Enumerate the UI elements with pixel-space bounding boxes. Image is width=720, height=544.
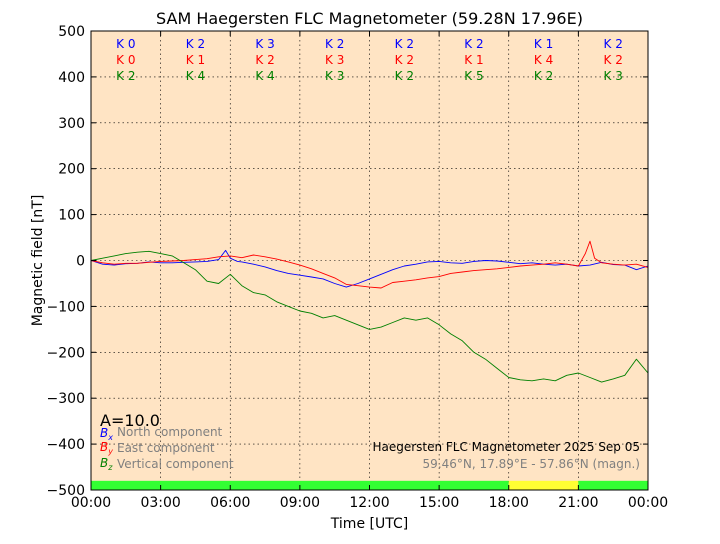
y-tick-label: −300 xyxy=(47,391,85,407)
y-tick-label: −500 xyxy=(47,483,85,499)
k-index-east: K 2 xyxy=(395,53,414,67)
x-tick-label: 00:00 xyxy=(71,495,111,511)
k-index-vertical: K 3 xyxy=(325,69,344,83)
k-index-vertical: K 4 xyxy=(255,69,274,83)
y-tick-label: 100 xyxy=(58,208,85,224)
series-layer xyxy=(90,240,649,383)
y-tick-label: −400 xyxy=(47,437,85,453)
legend-entry-vertical: Bz Vertical component xyxy=(100,456,234,472)
k-index-east: K 3 xyxy=(325,53,344,67)
coordinates-annotation: 59.46°N, 17.89°E - 57.86°N (magn.) xyxy=(423,457,640,471)
legend-label-vertical: Vertical component xyxy=(117,457,234,471)
k-index-north: K 2 xyxy=(186,37,205,51)
y-axis-label: Magnetic field [nT] xyxy=(30,195,46,327)
y-tick-label: 500 xyxy=(58,24,85,40)
tick-layer: −500 −400 −300 −200 −100 0 100 200 300 400 500 00:0… xyxy=(47,24,669,511)
legend-label-north: North component xyxy=(117,425,223,439)
k-index-vertical: K 2 xyxy=(395,69,414,83)
x-tick-label: 18:00 xyxy=(489,495,529,511)
x-axis-label: Time [UTC] xyxy=(330,516,408,532)
k-index-east: K 2 xyxy=(255,53,274,67)
k-index-vertical: K 2 xyxy=(534,69,553,83)
a-index-label: A=10.0 xyxy=(100,411,160,430)
k-index-north: K 2 xyxy=(395,37,414,51)
activity-segment xyxy=(578,480,648,490)
y-tick-label: 200 xyxy=(58,162,85,178)
x-tick-label: 00:00 xyxy=(628,495,668,511)
x-tick-label: 21:00 xyxy=(558,495,598,511)
x-tick-label: 06:00 xyxy=(210,495,250,511)
k-index-east: K 2 xyxy=(604,53,623,67)
k-index-vertical: K 5 xyxy=(464,69,483,83)
x-tick-label: 03:00 xyxy=(140,495,180,511)
k-index-vertical: K 3 xyxy=(604,69,623,83)
k-index-east: K 1 xyxy=(186,53,205,67)
x-tick-label: 09:00 xyxy=(280,495,320,511)
k-index-east: K 4 xyxy=(534,53,553,67)
k-index-vertical: K 2 xyxy=(116,69,135,83)
activity-segment xyxy=(508,480,579,490)
k-index-layer: K 0 K 2 K 3 K 2 K 2 K 2 K 1 K 2 K 0 K 1 K 2 K 3 K 2 K… xyxy=(116,37,623,83)
series-line-east-component xyxy=(90,240,649,289)
legend-label-east: East component xyxy=(117,441,215,455)
y-tick-label: 400 xyxy=(58,70,85,86)
y-tick-label: −100 xyxy=(47,299,85,315)
k-index-north: K 2 xyxy=(464,37,483,51)
y-tick-label: 300 xyxy=(58,116,85,132)
legend-entry-east: By East component xyxy=(100,440,215,456)
chart-title: SAM Haegersten FLC Magnetometer (59.28N … xyxy=(156,9,583,28)
series-line-north-component xyxy=(90,249,649,288)
k-index-north: K 2 xyxy=(325,37,344,51)
grid-layer xyxy=(91,31,648,490)
k-index-east: K 1 xyxy=(464,53,483,67)
k-index-north: K 1 xyxy=(534,37,553,51)
k-index-east: K 0 xyxy=(116,53,135,67)
k-index-north: K 3 xyxy=(255,37,274,51)
legend: Bx North component By East component Bz … xyxy=(100,425,234,472)
k-index-north: K 0 xyxy=(116,37,135,51)
series-line-vertical-component xyxy=(90,250,649,383)
x-tick-label: 12:00 xyxy=(349,495,389,511)
x-tick-label: 15:00 xyxy=(419,495,459,511)
station-annotation: Haegersten FLC Magnetometer 2025 Sep 05 xyxy=(372,440,640,454)
k-index-vertical: K 4 xyxy=(186,69,205,83)
k-index-north: K 2 xyxy=(604,37,623,51)
y-tick-label: −200 xyxy=(47,345,85,361)
y-tick-label: 0 xyxy=(76,254,85,270)
